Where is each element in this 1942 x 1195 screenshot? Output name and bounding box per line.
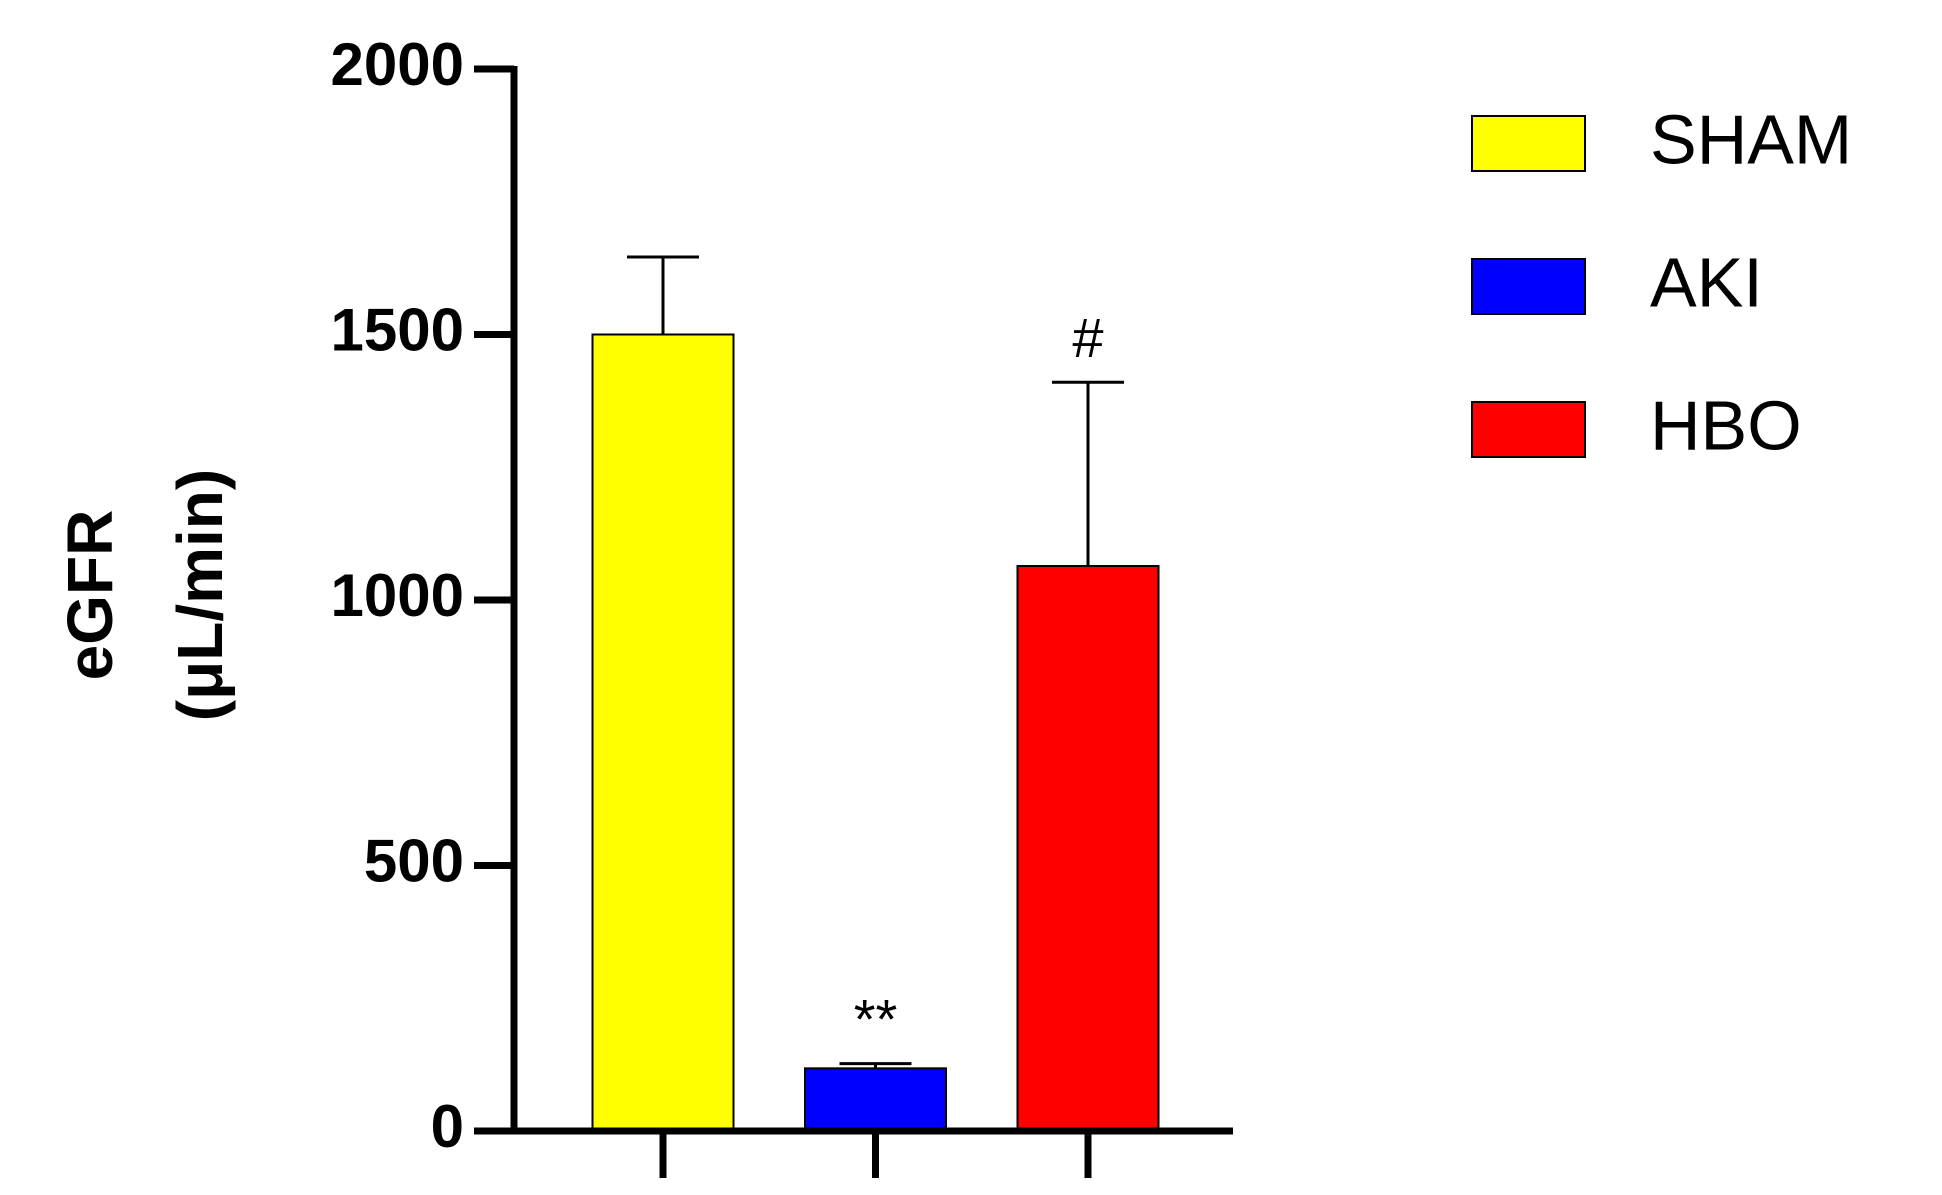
- y-label: (μL/min): [164, 469, 236, 721]
- annotation: #: [1072, 306, 1103, 369]
- legend-label: AKI: [1650, 243, 1763, 321]
- y-label-group: eGFR (μL/min): [54, 469, 236, 721]
- y-label: eGFR: [54, 510, 126, 681]
- y-tick-label: 2000: [331, 31, 464, 98]
- bar: [804, 1067, 947, 1133]
- annotation: **: [854, 987, 898, 1050]
- y-tick-label: 500: [364, 827, 464, 894]
- legend-swatch: [1471, 401, 1586, 458]
- y-tick-label: 1000: [331, 562, 464, 629]
- legend-swatch: [1471, 258, 1586, 315]
- legend-swatch: [1471, 115, 1586, 172]
- legend-label: HBO: [1650, 386, 1802, 464]
- bar: [591, 333, 735, 1132]
- bar: [1016, 565, 1160, 1132]
- legend-label: SHAM: [1650, 100, 1852, 178]
- y-tick-label: 1500: [331, 296, 464, 363]
- y-tick-label: 0: [431, 1093, 464, 1160]
